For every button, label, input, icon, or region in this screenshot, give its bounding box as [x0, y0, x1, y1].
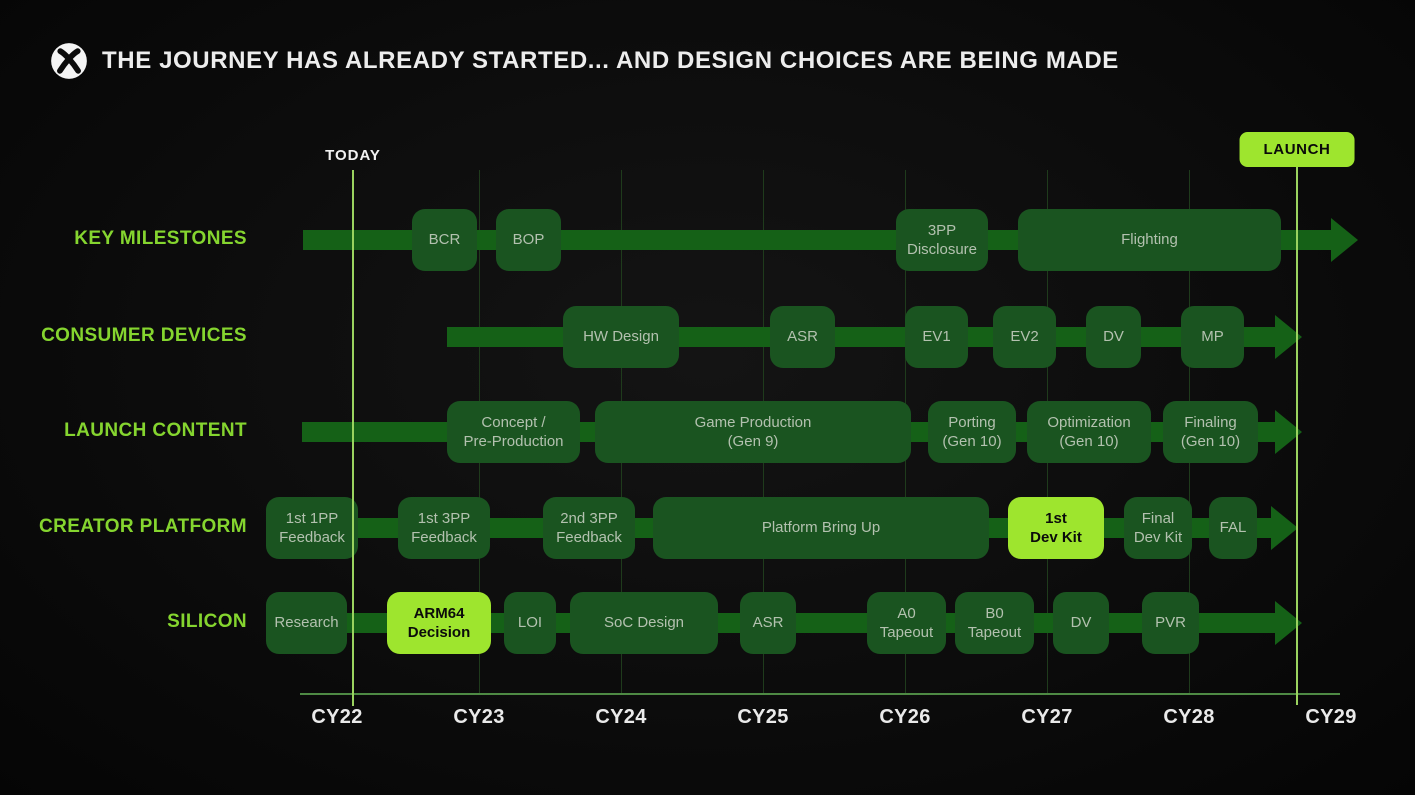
row-label: SILICON [167, 611, 247, 632]
xbox-logo-icon [51, 43, 87, 79]
milestone-box: BOP [496, 209, 561, 271]
milestone-box: 3PP Disclosure [896, 209, 988, 271]
year-tick-label: CY24 [595, 706, 647, 728]
milestone-box-highlight: ARM64 Decision [387, 592, 491, 654]
year-tick-label: CY29 [1305, 706, 1357, 728]
milestone-box: Porting (Gen 10) [928, 401, 1016, 463]
arrow-head-icon [1331, 218, 1358, 262]
milestone-box: ASR [770, 306, 835, 368]
milestone-box: MP [1181, 306, 1244, 368]
milestone-box: DV [1053, 592, 1109, 654]
row-label: CREATOR PLATFORM [39, 516, 247, 537]
timeline-axis [300, 693, 1340, 695]
milestone-box: Flighting [1018, 209, 1281, 271]
row-label: KEY MILESTONES [74, 228, 247, 249]
row-label: LAUNCH CONTENT [64, 420, 247, 441]
milestone-box: FAL [1209, 497, 1257, 559]
milestone-box: LOI [504, 592, 556, 654]
year-tick-label: CY23 [453, 706, 505, 728]
today-marker-line [352, 170, 354, 706]
launch-marker-line [1296, 167, 1298, 705]
milestone-box: B0 Tapeout [955, 592, 1034, 654]
milestone-box: DV [1086, 306, 1141, 368]
milestone-box: PVR [1142, 592, 1199, 654]
arrow-head-icon [1271, 506, 1298, 550]
year-tick-label: CY28 [1163, 706, 1215, 728]
year-tick-label: CY27 [1021, 706, 1073, 728]
launch-badge: LAUNCH [1239, 132, 1355, 167]
milestone-box: Research [266, 592, 347, 654]
milestone-box: Concept / Pre-Production [447, 401, 580, 463]
milestone-box: Finaling (Gen 10) [1163, 401, 1258, 463]
milestone-box: EV2 [993, 306, 1056, 368]
today-label: TODAY [325, 147, 381, 164]
milestone-box: SoC Design [570, 592, 718, 654]
year-tick-label: CY26 [879, 706, 931, 728]
year-tick-label: CY22 [311, 706, 363, 728]
milestone-box: 2nd 3PP Feedback [543, 497, 635, 559]
slide-header: THE JOURNEY HAS ALREADY STARTED... AND D… [50, 42, 1119, 80]
milestone-box: ASR [740, 592, 796, 654]
milestone-box: Game Production (Gen 9) [595, 401, 911, 463]
milestone-box-highlight: 1st Dev Kit [1008, 497, 1104, 559]
milestone-box: 1st 1PP Feedback [266, 497, 358, 559]
milestone-box: BCR [412, 209, 477, 271]
row-label: CONSUMER DEVICES [41, 325, 247, 346]
milestone-box: EV1 [905, 306, 968, 368]
milestone-box: A0 Tapeout [867, 592, 946, 654]
milestone-box: Optimization (Gen 10) [1027, 401, 1151, 463]
year-tick-label: CY25 [737, 706, 789, 728]
slide-title: THE JOURNEY HAS ALREADY STARTED... AND D… [102, 47, 1119, 74]
milestone-box: Platform Bring Up [653, 497, 989, 559]
milestone-box: Final Dev Kit [1124, 497, 1192, 559]
milestone-box: 1st 3PP Feedback [398, 497, 490, 559]
milestone-box: HW Design [563, 306, 679, 368]
